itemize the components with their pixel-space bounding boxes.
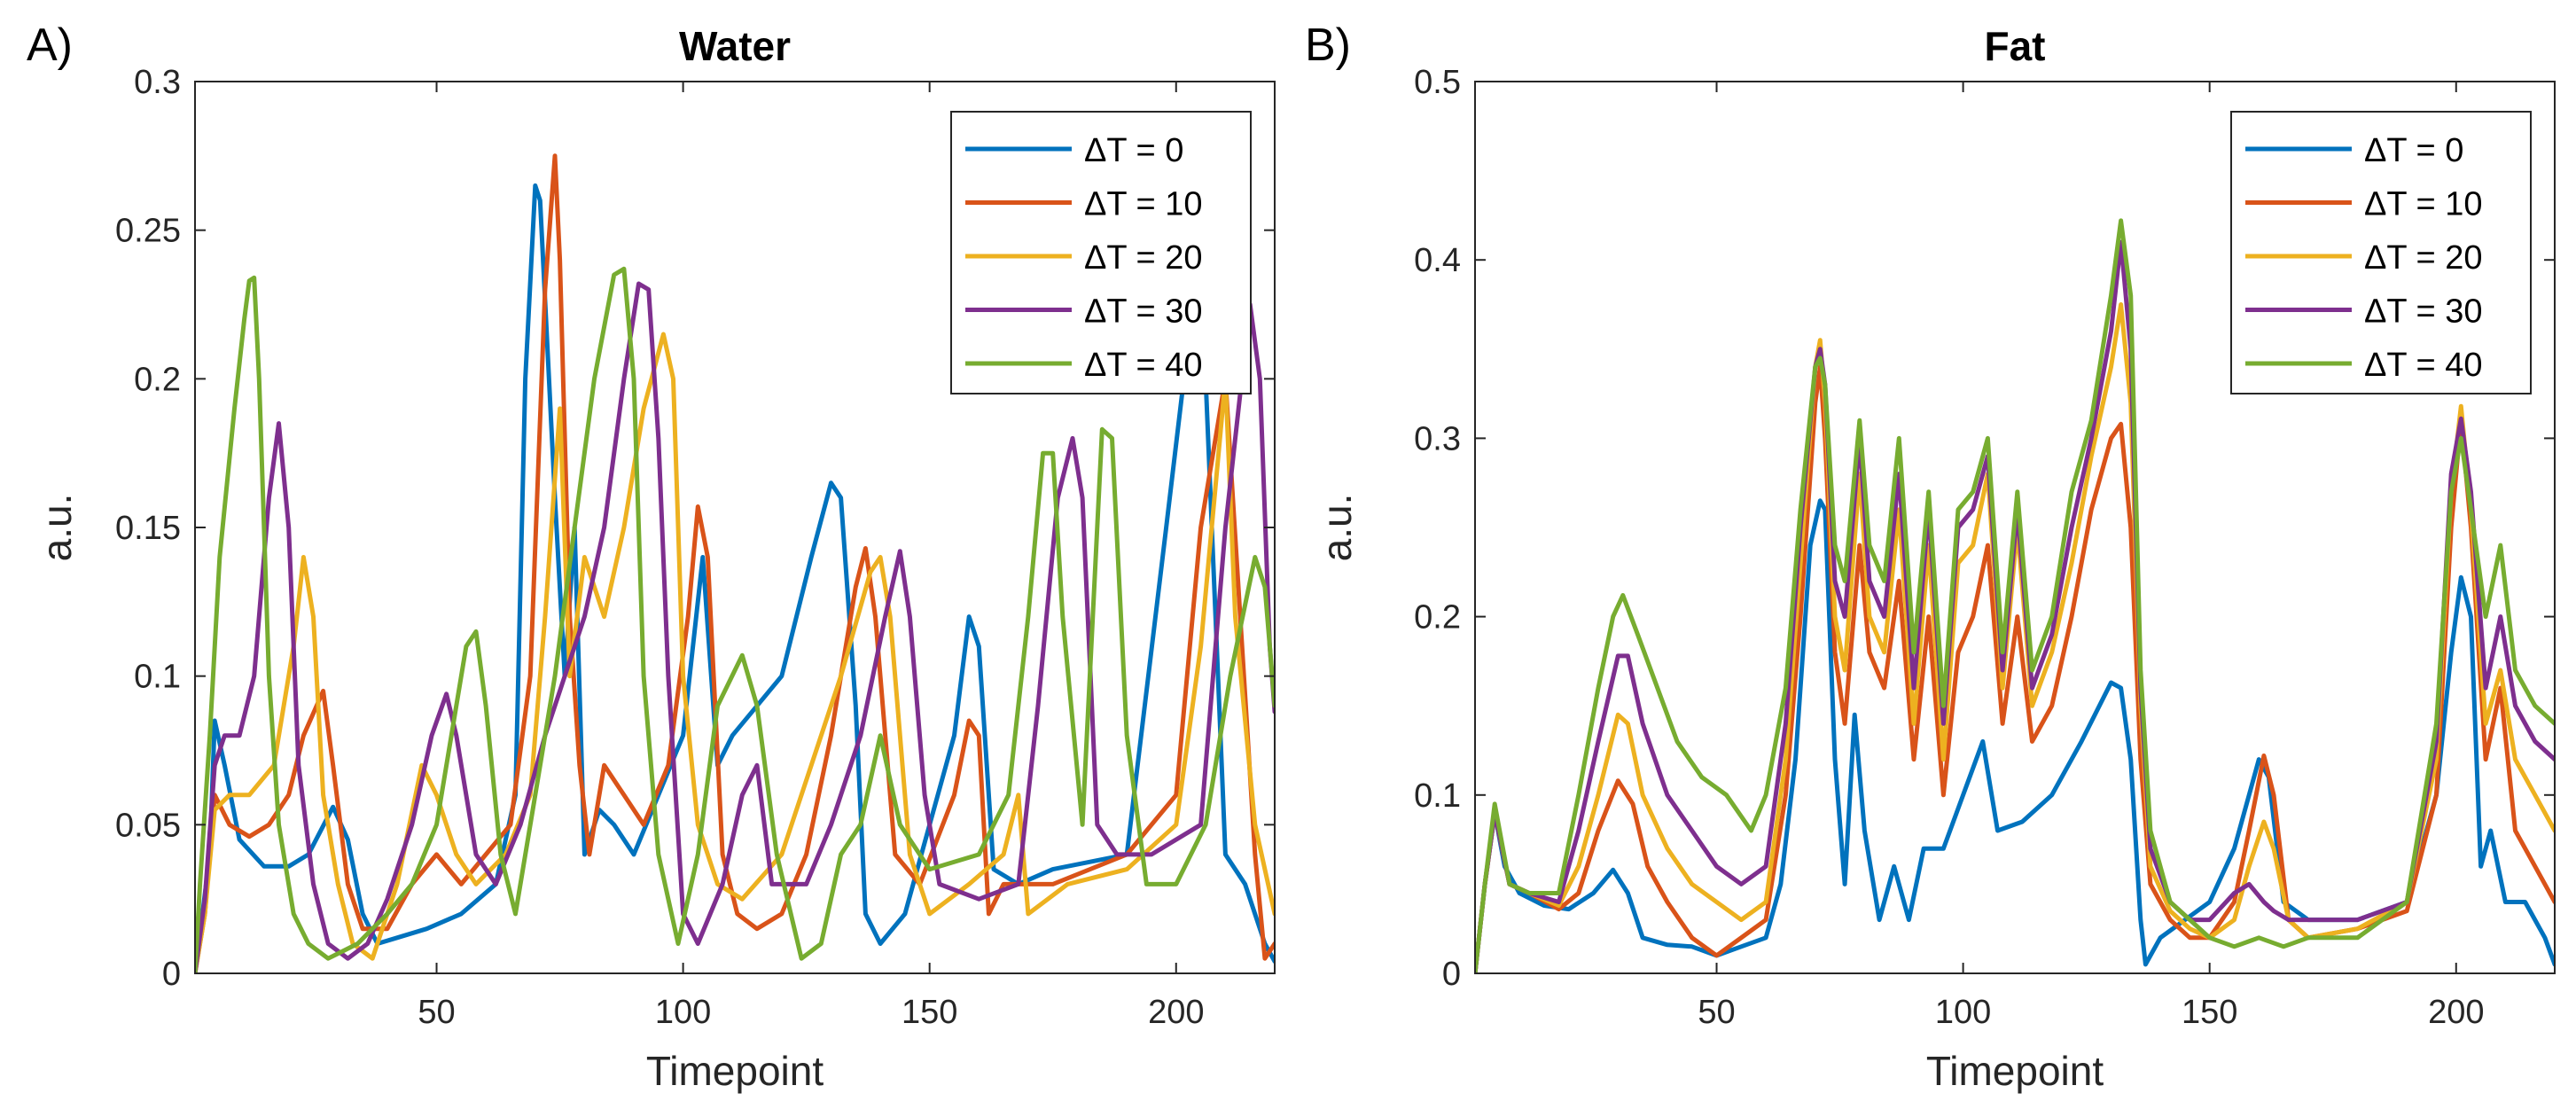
chart0-xlabel: Timepoint	[646, 1048, 824, 1094]
chart0-legend-label-2: ΔT = 20	[1084, 239, 1202, 277]
chart0-ytick-label-6: 0.3	[134, 64, 181, 101]
chart0-legend-label-4: ΔT = 40	[1084, 347, 1202, 384]
chart0-legend: ΔT = 0 ΔT = 10 ΔT = 20 ΔT = 30 ΔT = 40	[950, 111, 1252, 394]
chart1-ytick-label-3: 0.3	[1414, 420, 1461, 457]
chart1-ytick-label-5: 0.5	[1414, 64, 1461, 101]
panel-label-a: A)	[27, 20, 73, 71]
chart1-legend-label-2: ΔT = 20	[2364, 239, 2482, 277]
chart1-series-line-2	[1475, 302, 2555, 973]
chart0-ytick-label-2: 0.1	[134, 659, 181, 696]
chart1-series-line-3	[1475, 239, 2555, 973]
chart0-legend-label-1: ΔT = 10	[1084, 186, 1202, 223]
chart1-ytick-label-4: 0.4	[1414, 242, 1461, 279]
chart0-xtick-label-3: 200	[1148, 994, 1204, 1031]
chart0-legend-label-0: ΔT = 0	[1084, 132, 1183, 169]
chart0-series-group	[195, 153, 1275, 973]
chart1-ytick-label-0: 0	[1442, 956, 1461, 993]
chart0-title: Water	[679, 23, 791, 69]
chart0-xtick-label-2: 150	[902, 994, 957, 1031]
chart0-ytick-label-4: 0.2	[134, 361, 181, 398]
chart1-xtick-label-0: 50	[1698, 994, 1735, 1031]
chart0-ytick-label-5: 0.25	[115, 213, 181, 250]
chart1-legend-label-4: ΔT = 40	[2364, 347, 2482, 384]
chart0-xtick-label-1: 100	[655, 994, 711, 1031]
chart1-legend-label-3: ΔT = 30	[2364, 293, 2482, 331]
chart1-ytick-label-2: 0.2	[1414, 599, 1461, 637]
chart1-series-group	[1475, 218, 2555, 973]
chart1-legend-label-1: ΔT = 10	[2364, 186, 2482, 223]
panel-label-b: B)	[1305, 20, 1351, 71]
chart1-xtick-label-3: 200	[2428, 994, 2484, 1031]
chart0-series-line-0	[195, 183, 1275, 973]
chart0-ylabel: a.u.	[34, 494, 80, 562]
chart0-series-line-1	[195, 153, 1275, 973]
chart1-series-line-4	[1475, 218, 2555, 973]
chart0-series-line-4	[195, 266, 1275, 973]
chart1-xtick-label-2: 150	[2182, 994, 2237, 1031]
chart0-ytick-label-0: 0	[162, 956, 181, 993]
chart1-ylabel: a.u.	[1314, 494, 1360, 562]
chart-fat: 50 100 150 200 0 0.1 0.2 0.3 0.4 0.5 Fat Timepoint a…	[1314, 23, 2556, 1094]
chart-water: 50 100 150 200 0 0.05 0.1 0.15 0.2 0.25 0.3 Water Ti…	[34, 23, 1276, 1094]
chart0-ytick-label-3: 0.15	[115, 510, 181, 547]
chart1-ytick-label-1: 0.1	[1414, 777, 1461, 815]
chart0-xtick-label-0: 50	[418, 994, 455, 1031]
chart0-legend-box	[950, 111, 1252, 394]
chart1-legend-label-0: ΔT = 0	[2364, 132, 2463, 169]
chart1-xtick-label-1: 100	[1935, 994, 1991, 1031]
chart1-legend: ΔT = 0 ΔT = 10 ΔT = 20 ΔT = 30 ΔT = 40	[2230, 111, 2532, 394]
chart1-axes-box	[1474, 81, 2556, 974]
chart0-series-line-3	[195, 281, 1275, 973]
chart1-xlabel: Timepoint	[1926, 1048, 2104, 1094]
chart0-legend-label-3: ΔT = 30	[1084, 293, 1202, 331]
chart0-ytick-label-1: 0.05	[115, 807, 181, 844]
chart1-title: Fat	[1985, 23, 2046, 69]
chart1-legend-box	[2230, 111, 2532, 394]
